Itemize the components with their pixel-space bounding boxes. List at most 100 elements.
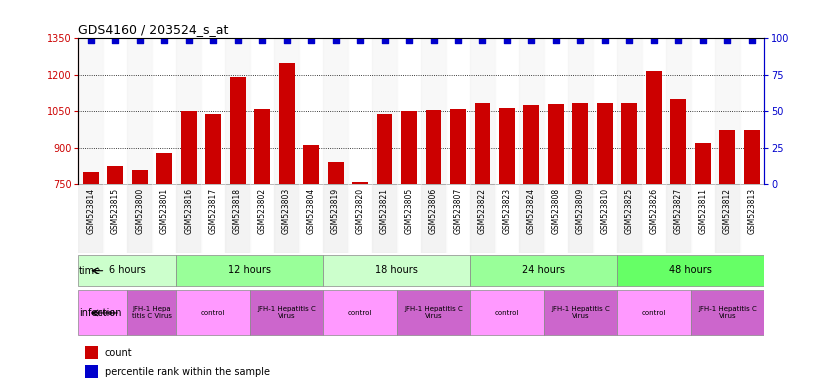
Text: JFH-1 Hepatitis C
Virus: JFH-1 Hepatitis C Virus: [404, 306, 463, 319]
Bar: [348, 38, 373, 184]
Bar: [254, 109, 270, 184]
Bar: [617, 38, 642, 184]
Bar: [495, 38, 520, 184]
Bar: [274, 184, 299, 253]
Bar: [177, 38, 201, 184]
Text: JFH-1 Hepatitis C
Virus: JFH-1 Hepatitis C Virus: [551, 306, 610, 319]
Text: control: control: [348, 310, 373, 316]
Bar: [127, 290, 177, 336]
Text: GDS4160 / 203524_s_at: GDS4160 / 203524_s_at: [78, 23, 229, 36]
Bar: [597, 103, 613, 184]
Bar: [593, 38, 617, 184]
Point: [255, 37, 268, 43]
Bar: [152, 184, 177, 253]
Point: [501, 37, 514, 43]
Text: GSM523810: GSM523810: [601, 188, 610, 234]
Bar: [250, 38, 274, 184]
Point: [451, 37, 464, 43]
Point: [525, 37, 538, 43]
Text: GSM523824: GSM523824: [527, 188, 536, 234]
Text: 48 hours: 48 hours: [669, 265, 712, 275]
Bar: [201, 184, 225, 253]
Text: GSM523806: GSM523806: [429, 188, 438, 234]
Bar: [691, 290, 764, 336]
Point: [158, 37, 171, 43]
Point: [476, 37, 489, 43]
Point: [378, 37, 392, 43]
Text: GSM523820: GSM523820: [355, 188, 364, 234]
Text: GSM523823: GSM523823: [502, 188, 511, 234]
Bar: [425, 110, 441, 184]
Point: [305, 37, 318, 43]
Text: GSM523809: GSM523809: [576, 188, 585, 234]
Text: GSM523803: GSM523803: [282, 188, 291, 234]
Bar: [544, 184, 568, 253]
Bar: [299, 184, 323, 253]
Bar: [544, 290, 617, 336]
Text: GSM523816: GSM523816: [184, 188, 193, 234]
Bar: [127, 184, 152, 253]
Bar: [715, 38, 739, 184]
Bar: [274, 38, 299, 184]
Text: 18 hours: 18 hours: [375, 265, 418, 275]
Bar: [642, 184, 666, 253]
Text: 24 hours: 24 hours: [522, 265, 565, 275]
Point: [402, 37, 415, 43]
Bar: [78, 184, 103, 253]
Bar: [250, 184, 274, 253]
Bar: [225, 38, 250, 184]
Bar: [401, 111, 417, 184]
Bar: [323, 290, 396, 336]
Bar: [103, 184, 127, 253]
Bar: [177, 255, 323, 286]
Bar: [250, 290, 323, 336]
Bar: [107, 166, 123, 184]
Bar: [225, 184, 250, 253]
Bar: [78, 255, 177, 286]
Bar: [719, 129, 735, 184]
Bar: [544, 38, 568, 184]
Bar: [421, 184, 446, 253]
Point: [549, 37, 563, 43]
Text: control: control: [201, 310, 225, 316]
Bar: [739, 184, 764, 253]
Bar: [617, 290, 691, 336]
Point: [427, 37, 440, 43]
Point: [745, 37, 758, 43]
Bar: [470, 184, 495, 253]
Bar: [520, 184, 544, 253]
Bar: [499, 108, 515, 184]
Point: [672, 37, 685, 43]
Bar: [666, 184, 691, 253]
Bar: [446, 184, 470, 253]
Point: [231, 37, 244, 43]
Bar: [205, 114, 221, 184]
Bar: [396, 38, 421, 184]
Text: GSM523827: GSM523827: [674, 188, 683, 234]
Bar: [568, 38, 593, 184]
Text: GSM523800: GSM523800: [135, 188, 145, 234]
Text: GSM523802: GSM523802: [258, 188, 267, 234]
Bar: [396, 290, 470, 336]
Text: GSM523822: GSM523822: [478, 188, 487, 234]
Point: [696, 37, 710, 43]
Bar: [470, 255, 617, 286]
Bar: [373, 184, 396, 253]
Text: GSM523808: GSM523808: [552, 188, 560, 234]
Text: control: control: [642, 310, 666, 316]
Point: [721, 37, 734, 43]
Text: GSM523805: GSM523805: [405, 188, 414, 234]
Text: GSM523821: GSM523821: [380, 188, 389, 234]
Point: [108, 37, 121, 43]
Bar: [617, 255, 764, 286]
Bar: [593, 184, 617, 253]
Bar: [127, 38, 152, 184]
Bar: [181, 111, 197, 184]
Bar: [671, 99, 686, 184]
Text: GSM523801: GSM523801: [159, 188, 169, 234]
Bar: [278, 63, 295, 184]
Bar: [617, 184, 642, 253]
Point: [354, 37, 367, 43]
Bar: [744, 129, 760, 184]
Bar: [328, 162, 344, 184]
